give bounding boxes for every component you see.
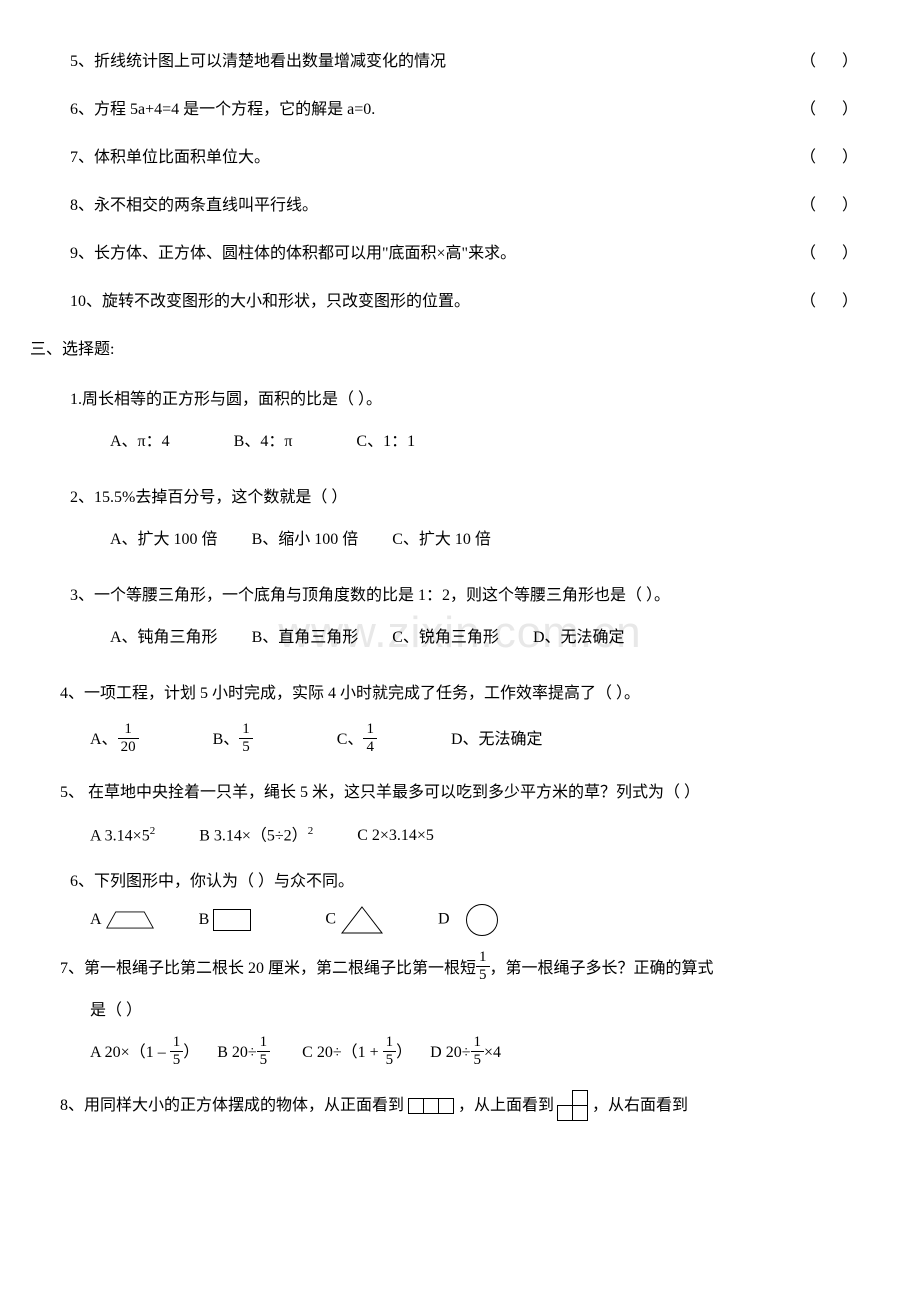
fraction: 15 — [471, 1035, 485, 1068]
option-a: A、钝角三角形 — [110, 626, 218, 650]
label: A、 — [90, 731, 118, 748]
tf-question-6: 6、方程 5a+4=4 是一个方程，它的解是 a=0. （ ） — [30, 98, 860, 122]
text-part-3: ，从右面看到 — [592, 1094, 688, 1118]
option-a: A、扩大 100 倍 — [110, 528, 218, 552]
option-d: D、无法确定 — [533, 626, 625, 650]
question-text: 9、长方体、正方体、圆柱体的体积都可以用"底面积×高"来求。 — [70, 242, 800, 266]
option-a: A 3.14×52 — [90, 823, 155, 848]
section-3-header: 三、选择题: — [30, 338, 860, 362]
answer-bracket: （ ） — [800, 146, 860, 170]
circle-icon — [466, 904, 498, 936]
mc-options-5: A 3.14×52 B 3.14×（5÷2）2 C 2×3.14×5 — [30, 823, 860, 848]
text-part-1: 7、第一根绳子比第二根长 20 厘米，第二根绳子比第一根短 — [60, 957, 476, 981]
option-d: D — [438, 904, 498, 936]
answer-bracket: （ ） — [800, 98, 860, 122]
option-b: B、缩小 100 倍 — [252, 528, 359, 552]
fraction: 15 — [476, 950, 490, 983]
option-c: C — [325, 905, 384, 935]
text-part-2: ，第一根绳子多长？正确的算式 — [490, 957, 714, 981]
mc-question-6: 6、下列图形中，你认为（ ）与众不同。 — [30, 870, 860, 894]
front-view-icon — [408, 1098, 454, 1114]
mc-question-5: 5、 在草地中央拴着一只羊，绳长 5 米，这只羊最多可以吃到多少平方米的草？列式… — [30, 781, 860, 805]
option-b: B 20÷15 — [217, 1037, 270, 1070]
fraction: 15 — [257, 1035, 271, 1068]
mc-options-3: A、钝角三角形 B、直角三角形 C、锐角三角形 D、无法确定 — [30, 626, 860, 650]
tf-question-8: 8、永不相交的两条直线叫平行线。 （ ） — [30, 194, 860, 218]
tf-question-5: 5、折线统计图上可以清楚地看出数量增减变化的情况 （ ） — [30, 50, 860, 74]
mc-options-6: A B C D — [30, 904, 860, 936]
mc-question-1: 1.周长相等的正方形与圆，面积的比是（ ）。 — [30, 388, 860, 412]
option-c: C 2×3.14×5 — [357, 824, 434, 848]
label: B、 — [213, 731, 240, 748]
question-text: 5、折线统计图上可以清楚地看出数量增减变化的情况 — [70, 50, 800, 74]
tf-question-9: 9、长方体、正方体、圆柱体的体积都可以用"底面积×高"来求。 （ ） — [30, 242, 860, 266]
fraction: 14 — [363, 722, 377, 755]
option-c: C、扩大 10 倍 — [392, 528, 491, 552]
option-c: C、14 — [337, 724, 377, 757]
triangle-icon — [340, 905, 384, 935]
text-part-1: 8、用同样大小的正方体摆成的物体，从正面看到 — [60, 1094, 404, 1118]
option-d: D 20÷15×4 — [430, 1037, 501, 1070]
option-d: D、无法确定 — [451, 728, 543, 752]
trapezoid-icon — [105, 909, 155, 931]
mc-options-7: A 20×（1 – 15） B 20÷15 C 20÷（1 + 15） D 20… — [30, 1037, 860, 1070]
mc-question-7-cont: 是（ ） — [30, 999, 860, 1023]
label: C、 — [337, 731, 364, 748]
answer-bracket: （ ） — [800, 242, 860, 266]
mc-question-7: 7、第一根绳子比第二根长 20 厘米，第二根绳子比第一根短 15 ，第一根绳子多… — [30, 952, 860, 985]
answer-bracket: （ ） — [800, 290, 860, 314]
option-c: C、锐角三角形 — [392, 626, 499, 650]
tf-question-7: 7、体积单位比面积单位大。 （ ） — [30, 146, 860, 170]
option-b: B、15 — [213, 724, 253, 757]
mc-options-2: A、扩大 100 倍 B、缩小 100 倍 C、扩大 10 倍 — [30, 528, 860, 552]
option-c: C、1：1 — [356, 430, 415, 454]
answer-bracket: （ ） — [800, 194, 860, 218]
fraction: 15 — [239, 722, 253, 755]
question-text: 10、旋转不改变图形的大小和形状，只改变图形的位置。 — [70, 290, 800, 314]
option-b: B 3.14×（5÷2）2 — [199, 823, 313, 848]
option-a: A、π：4 — [110, 430, 170, 454]
fraction: 15 — [383, 1035, 397, 1068]
rectangle-icon — [213, 909, 251, 931]
option-a: A 20×（1 – 15） — [90, 1037, 199, 1070]
tf-question-10: 10、旋转不改变图形的大小和形状，只改变图形的位置。 （ ） — [30, 290, 860, 314]
option-a: A、120 — [90, 724, 139, 757]
mc-question-3: 3、一个等腰三角形，一个底角与顶角度数的比是 1：2，则这个等腰三角形也是（ ）… — [30, 584, 860, 608]
mc-question-2: 2、15.5%去掉百分号，这个数就是（ ） — [30, 486, 860, 510]
option-a: A — [90, 908, 155, 932]
document-content: 5、折线统计图上可以清楚地看出数量增减变化的情况 （ ） 6、方程 5a+4=4… — [30, 50, 860, 1121]
option-c: C 20÷（1 + 15） — [302, 1037, 412, 1070]
mc-options-1: A、π：4 B、4：π C、1：1 — [30, 430, 860, 454]
answer-bracket: （ ） — [800, 50, 860, 74]
question-text: 7、体积单位比面积单位大。 — [70, 146, 800, 170]
text-part-2: ，从上面看到 — [458, 1094, 554, 1118]
mc-question-4: 4、一项工程，计划 5 小时完成，实际 4 小时就完成了任务，工作效率提高了（ … — [30, 682, 860, 706]
option-b: B、直角三角形 — [252, 626, 359, 650]
top-view-icon — [558, 1090, 588, 1121]
option-b: B、4：π — [234, 430, 293, 454]
option-b: B — [199, 908, 252, 932]
question-text: 6、方程 5a+4=4 是一个方程，它的解是 a=0. — [70, 98, 800, 122]
mc-options-4: A、120 B、15 C、14 D、无法确定 — [30, 724, 860, 757]
fraction: 15 — [170, 1035, 184, 1068]
question-text: 8、永不相交的两条直线叫平行线。 — [70, 194, 800, 218]
mc-question-8: 8、用同样大小的正方体摆成的物体，从正面看到 ，从上面看到 ，从右面看到 — [30, 1090, 860, 1121]
fraction: 120 — [118, 722, 139, 755]
